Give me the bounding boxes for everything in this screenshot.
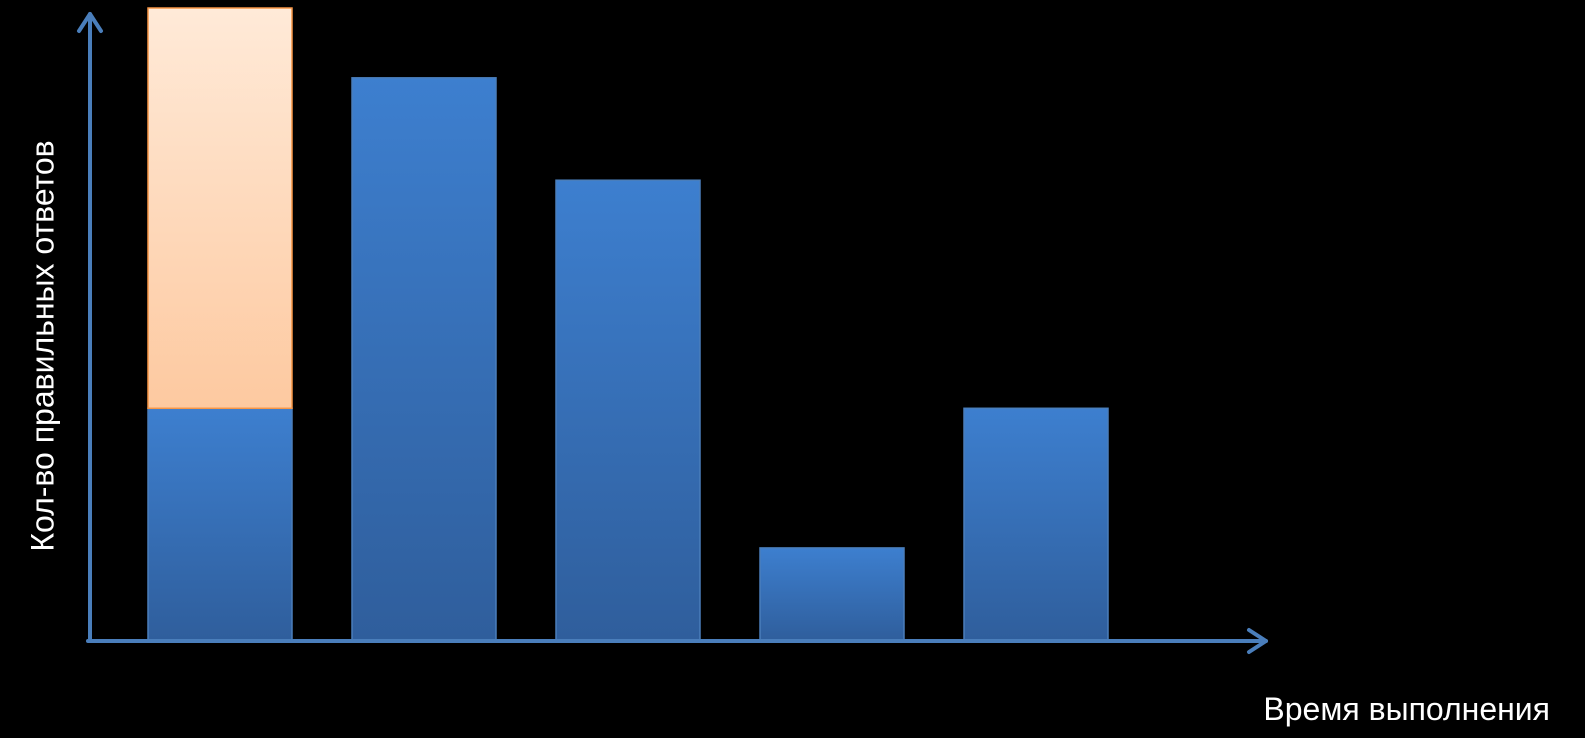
bar-1-series-2 — [147, 7, 293, 410]
axes-group — [77, 12, 1268, 654]
bar-1-series-1 — [147, 407, 293, 642]
x-axis-title: Время выполнения — [1263, 691, 1550, 727]
bar-5-series-1 — [963, 407, 1109, 642]
bar-3-series-1 — [555, 179, 701, 642]
y-axis-arrow-icon — [77, 12, 103, 33]
bar-4-series-1 — [759, 547, 905, 642]
bar-2-series-1 — [351, 77, 497, 642]
x-axis-arrow-icon — [1247, 628, 1268, 654]
bars-group — [147, 7, 1109, 642]
y-axis-title: Кол-во правильных ответов — [24, 140, 60, 551]
